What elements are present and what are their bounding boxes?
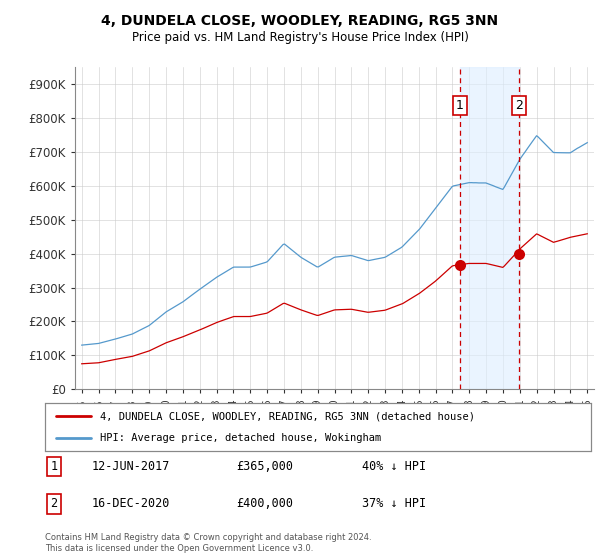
Text: 12-JUN-2017: 12-JUN-2017: [91, 460, 170, 473]
Text: 2: 2: [515, 99, 523, 113]
Text: 4, DUNDELA CLOSE, WOODLEY, READING, RG5 3NN (detached house): 4, DUNDELA CLOSE, WOODLEY, READING, RG5 …: [100, 411, 475, 421]
Text: 1: 1: [456, 99, 464, 113]
Text: £400,000: £400,000: [236, 497, 293, 510]
Text: £365,000: £365,000: [236, 460, 293, 473]
Text: 40% ↓ HPI: 40% ↓ HPI: [362, 460, 426, 473]
Text: 4, DUNDELA CLOSE, WOODLEY, READING, RG5 3NN: 4, DUNDELA CLOSE, WOODLEY, READING, RG5 …: [101, 14, 499, 28]
Text: 37% ↓ HPI: 37% ↓ HPI: [362, 497, 426, 510]
Text: 1: 1: [50, 460, 58, 473]
Text: 16-DEC-2020: 16-DEC-2020: [91, 497, 170, 510]
Text: 2: 2: [50, 497, 58, 510]
Text: HPI: Average price, detached house, Wokingham: HPI: Average price, detached house, Woki…: [100, 433, 381, 443]
Bar: [460, 67, 519, 389]
Text: Price paid vs. HM Land Registry's House Price Index (HPI): Price paid vs. HM Land Registry's House …: [131, 31, 469, 44]
Text: Contains HM Land Registry data © Crown copyright and database right 2024.
This d: Contains HM Land Registry data © Crown c…: [45, 533, 371, 553]
